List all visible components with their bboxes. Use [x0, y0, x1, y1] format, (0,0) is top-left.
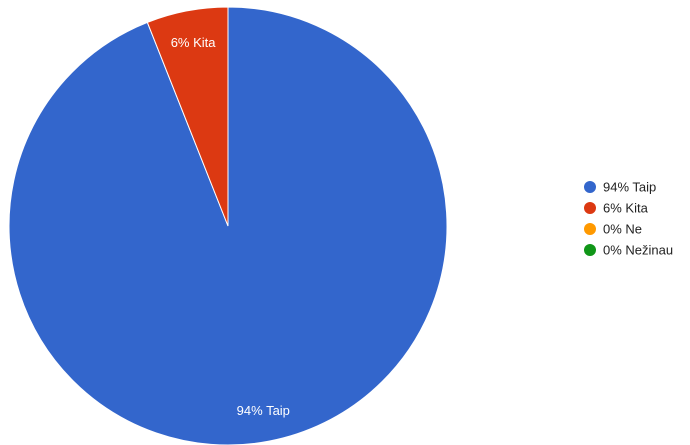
- legend: 94% Taip 6% Kita 0% Ne 0% Nežinau: [584, 180, 673, 258]
- legend-label-3: 0% Nežinau: [603, 243, 673, 258]
- legend-marker-0: [584, 181, 596, 193]
- legend-label-2: 0% Ne: [603, 222, 642, 237]
- legend-label-0: 94% Taip: [603, 180, 656, 195]
- legend-marker-1: [584, 202, 596, 214]
- pie-slices: [8, 6, 448, 445]
- legend-marker-2: [584, 223, 596, 235]
- pie-slice-labels: 94% Taip 6% Kita: [171, 35, 290, 418]
- pie-slice-label-1: 6% Kita: [171, 35, 217, 50]
- pie-slice-label-0: 94% Taip: [237, 403, 290, 418]
- legend-marker-3: [584, 244, 596, 256]
- legend-label-1: 6% Kita: [603, 201, 649, 216]
- pie-slice-1[interactable]: [146, 6, 229, 227]
